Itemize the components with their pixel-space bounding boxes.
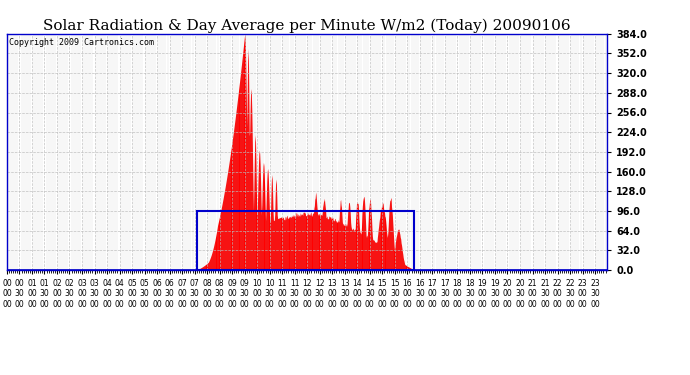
Bar xyxy=(197,211,413,270)
Text: Copyright 2009 Cartronics.com: Copyright 2009 Cartronics.com xyxy=(9,39,154,48)
Title: Solar Radiation & Day Average per Minute W/m2 (Today) 20090106: Solar Radiation & Day Average per Minute… xyxy=(43,18,571,33)
